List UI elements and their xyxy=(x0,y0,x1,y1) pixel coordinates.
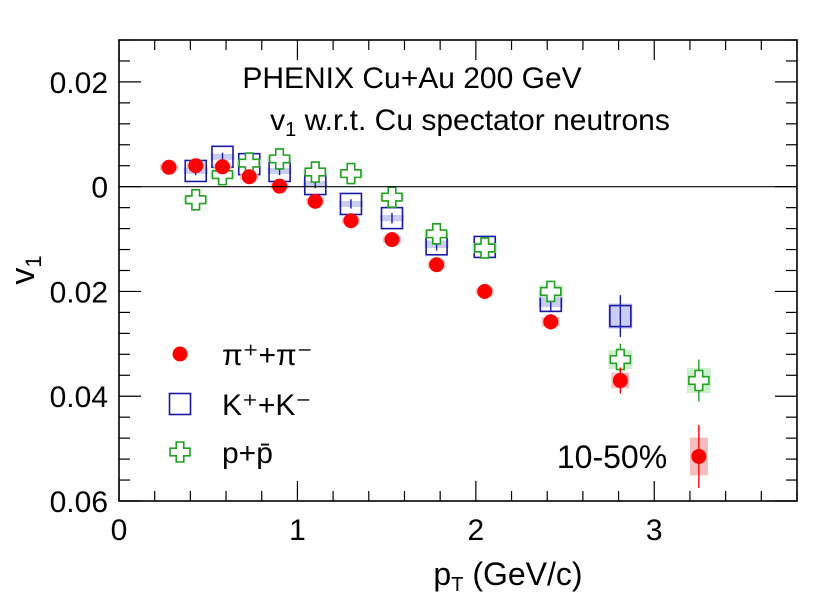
x-axis-label-rest: (GeV/c) xyxy=(463,556,582,592)
y-tick-labels: 0.02 0 0.02 0.04 0.06 xyxy=(50,67,108,519)
y-tick-label: 0.02 xyxy=(50,67,108,100)
data-point-p xyxy=(268,148,291,170)
data-point-pi xyxy=(543,314,559,330)
axes-ticks xyxy=(118,39,798,502)
x-tick-label: 0 xyxy=(111,514,128,547)
x-tick-label: 2 xyxy=(467,514,484,547)
data-point-K xyxy=(609,304,632,328)
legend-item-p: p+p̄ xyxy=(169,437,273,470)
series-p xyxy=(183,148,711,402)
title-line-1: PHENIX Cu+Au 200 GeV xyxy=(242,62,581,95)
data-point-pi xyxy=(161,159,177,175)
data-point-pi xyxy=(214,159,230,175)
data-point-pi xyxy=(384,232,400,248)
title-line-2-rest: w.r.t. Cu spectator neutrons xyxy=(296,104,670,137)
data-point-p xyxy=(184,188,207,211)
data-point-pi xyxy=(241,169,257,185)
data-point-p xyxy=(381,186,403,208)
data-point-p xyxy=(340,162,362,185)
y-tick-label: 0 xyxy=(91,172,108,205)
x-axis-label-main: p xyxy=(433,556,451,592)
y-axis-label-main: v xyxy=(4,268,42,285)
data-point-pi xyxy=(691,448,707,464)
legend-marker-p xyxy=(169,441,191,463)
data-point-pi xyxy=(429,257,445,273)
data-point-p xyxy=(473,237,496,259)
data-point-pi xyxy=(477,283,493,299)
title-line-2-main: v xyxy=(270,104,285,137)
data-point-p xyxy=(609,348,632,371)
y-tick-label: 0.04 xyxy=(50,381,108,414)
legend-label-p: p+p̄ xyxy=(222,437,273,470)
plot-content xyxy=(159,145,711,488)
data-point-pi xyxy=(343,213,359,229)
data-point-pi xyxy=(307,193,323,209)
legend-marker-pi xyxy=(172,346,188,362)
legend: π⁺+π⁻ K⁺+K⁻ p+p̄ xyxy=(168,339,313,470)
x-tick-label: 3 xyxy=(646,514,663,547)
legend-label-pi: π⁺+π⁻ xyxy=(222,339,313,372)
data-point-p xyxy=(425,223,448,245)
data-point-p xyxy=(688,369,710,392)
legend-item-K: K⁺+K⁻ xyxy=(168,389,311,422)
x-axis-label-sub: T xyxy=(451,574,463,596)
title-line-2-sub: 1 xyxy=(285,119,296,141)
title-line-2: v1 w.r.t. Cu spectator neutrons xyxy=(270,104,670,141)
plot-frame xyxy=(118,39,798,502)
y-tick-label: 0.06 xyxy=(50,486,108,519)
y-tick-label: 0.02 xyxy=(50,276,108,309)
x-axis-label: pT (GeV/c) xyxy=(433,556,582,596)
legend-item-pi: π⁺+π⁻ xyxy=(172,339,313,372)
y-axis-label-sub: 1 xyxy=(21,255,46,267)
centrality-label: 10-50% xyxy=(557,439,667,475)
y-axis-label: v1 xyxy=(4,255,46,284)
data-point-pi xyxy=(188,158,204,174)
data-point-pi xyxy=(612,373,628,389)
x-tick-labels: 0 1 2 3 xyxy=(111,514,663,547)
x-tick-label: 1 xyxy=(289,514,306,547)
legend-label-K: K⁺+K⁻ xyxy=(222,389,311,422)
data-point-p xyxy=(304,161,327,183)
data-point-p xyxy=(539,280,562,303)
series-pi xyxy=(159,158,708,488)
legend-marker-K xyxy=(168,392,192,416)
